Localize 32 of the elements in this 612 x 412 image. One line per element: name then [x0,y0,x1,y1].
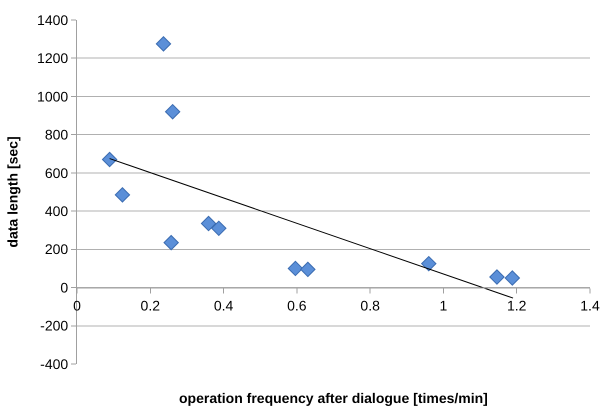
point [211,220,226,236]
point [102,152,118,168]
x-axis-title: operation frequency after dialogue [times/min] [179,390,488,406]
y-tick-label: 400 [44,203,68,220]
y-axis-title: data length [sec] [4,136,21,248]
point [200,216,216,232]
x-tick-label: 1.4 [580,297,600,314]
x-tick-label: 0.6 [287,297,307,314]
y-tick-label: 1000 [37,88,68,104]
point [156,36,172,52]
y-tick-label: -400 [40,356,68,372]
x-tick-label: 0.2 [140,297,160,314]
point [489,269,505,285]
x-tick-label: 0 [73,297,82,314]
x-tick-label: 0.4 [214,297,234,314]
y-tick-label: -200 [40,318,68,334]
point [164,104,180,120]
point [164,234,179,250]
y-tick-label: 800 [44,126,68,143]
y-tick-label: 0 [60,279,68,296]
y-tick-label: 1200 [37,50,68,66]
x-tick-label: 1.2 [506,297,527,314]
x-tick-label: 1 [440,297,448,314]
point [114,187,130,203]
point [504,270,520,286]
y-tick-label: 1400 [37,12,68,28]
y-tick-label: 600 [44,164,68,181]
point [300,262,316,278]
y-tick-label: 200 [44,241,68,258]
point [421,256,436,272]
point [288,260,304,276]
x-tick-label: 0.8 [360,297,380,314]
